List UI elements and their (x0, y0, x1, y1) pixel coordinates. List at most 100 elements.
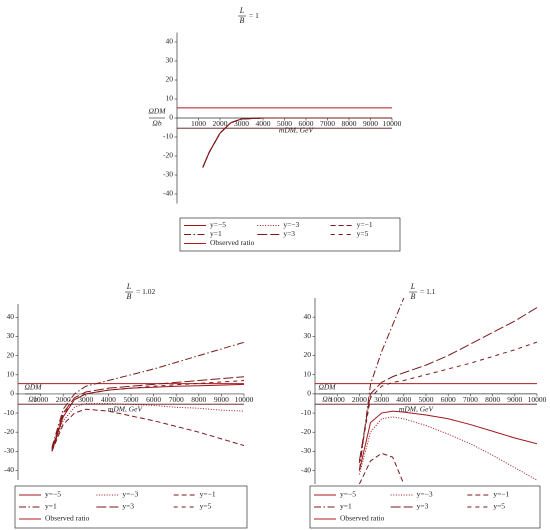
y-label-denominator: Ωb (28, 395, 37, 404)
legend-label: y=5 (493, 502, 505, 511)
series-line (202, 117, 392, 168)
y-label-denominator: Ωb (152, 119, 161, 128)
x-tick-label: 9000 (363, 119, 378, 128)
legend: y=−5 y=−3 y=−1 y=1 y=3 y=5 Observed ratio (309, 485, 541, 529)
y-label-numerator: ΩDM (24, 383, 42, 392)
x-tick-label: 2000 (56, 395, 71, 404)
y-tick-label: 20 (166, 75, 174, 84)
legend-label: y=−5 (340, 490, 356, 499)
title-denominator: B (127, 292, 132, 301)
y-tick-label: -20 (163, 151, 173, 160)
title-value: = 1.1 (420, 287, 436, 296)
legend-label: y=−3 (417, 490, 433, 499)
legend: y=−5 y=−3 y=−1 y=1 y=3 y=5 Observed ratio (179, 217, 401, 252)
x-tick-label: 4000 (396, 395, 411, 404)
series-line (358, 298, 405, 471)
legend-label: y=−5 (210, 220, 226, 229)
x-tick-label: 7000 (463, 395, 478, 404)
series-line (358, 307, 537, 462)
x-tick-label: 5000 (419, 395, 434, 404)
title-value: = 1 (249, 11, 259, 20)
legend-label: y=3 (283, 229, 295, 238)
title-denominator: B (411, 292, 416, 301)
series-line (51, 380, 244, 450)
legend: y=−5 y=−3 y=−1 y=1 y=3 y=5 Observed ratio (14, 485, 248, 529)
series-line (51, 402, 244, 452)
legend-label: y=−1 (493, 490, 509, 499)
y-tick-label: -20 (4, 427, 14, 436)
y-tick-label: 40 (166, 37, 174, 46)
legend-label: y=3 (122, 502, 134, 511)
legend-label: y=−3 (122, 490, 138, 499)
x-tick-label: 8000 (485, 395, 500, 404)
y-tick-label: 10 (7, 370, 15, 379)
legend-label: y=−3 (283, 220, 299, 229)
x-tick-label: 8000 (342, 119, 357, 128)
y-label-numerator: ΩDM (318, 383, 336, 392)
x-axis-label: mDM, GeV (399, 405, 435, 414)
y-tick-label: -30 (301, 446, 311, 455)
x-tick-label: 6000 (441, 395, 456, 404)
legend-label: Observed ratio (210, 238, 255, 247)
legend-label: y=1 (210, 229, 222, 238)
title-value: = 1.02 (136, 287, 155, 296)
x-tick-label: 4000 (101, 395, 116, 404)
x-tick-label: 9000 (214, 395, 229, 404)
series-line (358, 410, 537, 471)
y-label-numerator: ΩDM (148, 107, 166, 116)
x-axis-label: mDM, GeV (108, 405, 144, 414)
x-tick-label: 1000 (191, 119, 206, 128)
plot-area (177, 107, 392, 168)
y-tick-label: -40 (163, 189, 173, 198)
series-line (358, 416, 537, 481)
y-tick-label: 0 (169, 113, 173, 122)
x-tick-label: 5000 (277, 119, 292, 128)
y-tick-label: -40 (301, 465, 311, 474)
legend-label: y=1 (340, 502, 352, 511)
title-numerator: L (126, 282, 132, 291)
x-axis-label: mDM, GeV (279, 126, 315, 135)
legend-label: y=−1 (200, 490, 216, 499)
x-tick-label: 7000 (320, 119, 335, 128)
y-tick-label: 40 (304, 312, 312, 321)
x-tick-label: 3000 (78, 395, 93, 404)
x-tick-label: 9000 (507, 395, 522, 404)
x-tick-label: 10000 (528, 395, 547, 404)
x-tick-label: 10000 (383, 119, 402, 128)
x-tick-label: 6000 (146, 395, 161, 404)
y-tick-label: 0 (10, 389, 14, 398)
legend-label: y=3 (417, 502, 429, 511)
legend-label: Observed ratio (45, 514, 90, 523)
x-tick-label: 2000 (352, 395, 367, 404)
y-tick-label: 10 (166, 94, 174, 103)
y-label-denominator: Ωb (322, 395, 331, 404)
series-line (51, 376, 244, 450)
x-tick-label: 5000 (124, 395, 139, 404)
legend-label: y=−5 (45, 490, 61, 499)
x-tick-label: 3000 (234, 119, 249, 128)
y-tick-label: -40 (4, 465, 14, 474)
legend-box (309, 485, 541, 529)
chart-panel: LB = 1.1 -40 -30 -20 -10 0 10 20 30 40 1000 2000 3000… (301, 282, 547, 529)
x-tick-label: 8000 (191, 395, 206, 404)
x-tick-label: 6000 (299, 119, 314, 128)
y-tick-label: 10 (304, 369, 312, 378)
y-tick-label: 40 (7, 312, 15, 321)
legend-label: y=−1 (357, 220, 373, 229)
chart-panel: LB = 1 -40 -30 -20 -10 0 10 20 30 40 1000 2000 3000 40… (148, 6, 402, 252)
y-tick-label: -30 (4, 446, 14, 455)
legend-label: y=1 (45, 502, 57, 511)
title-denominator: B (240, 16, 245, 25)
chart-panel: LB = 1.02 -40 -30 -20 -10 0 10 20 30 40 1000 2000 300… (4, 282, 254, 529)
plot-area (18, 341, 244, 452)
x-tick-label: 2000 (213, 119, 228, 128)
plot-area (315, 298, 537, 484)
y-tick-label: 20 (7, 350, 15, 359)
y-tick-label: 0 (307, 389, 311, 398)
legend-box (179, 217, 401, 252)
y-tick-label: 30 (166, 56, 174, 65)
x-tick-label: 10000 (235, 395, 254, 404)
title-numerator: L (239, 6, 245, 15)
y-tick-label: 20 (304, 350, 312, 359)
